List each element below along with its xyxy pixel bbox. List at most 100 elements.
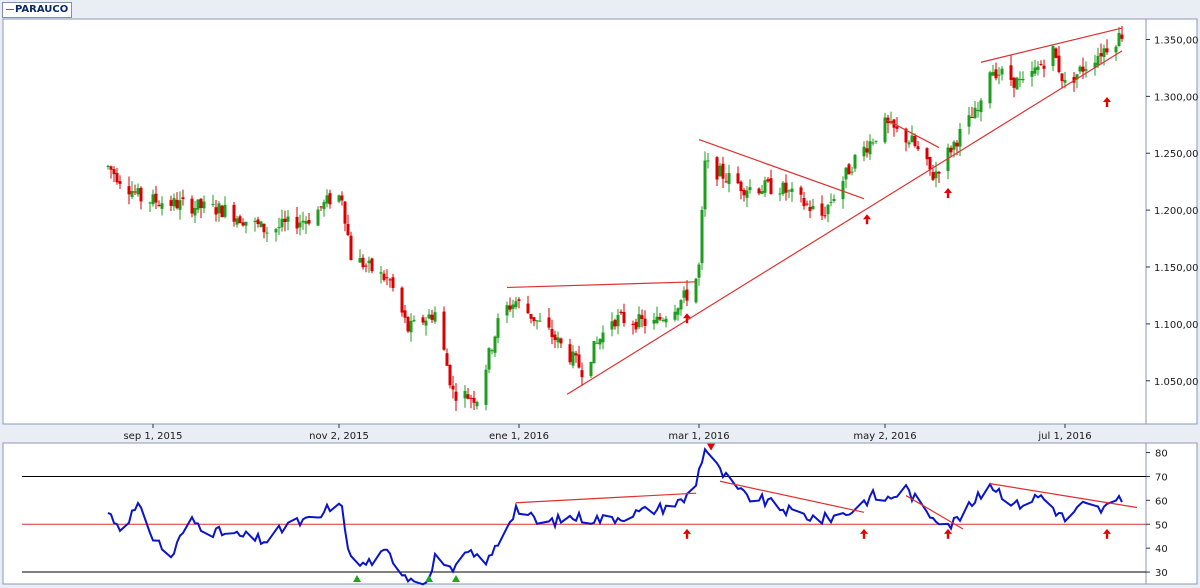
candle <box>277 217 281 236</box>
candle <box>469 394 473 409</box>
candle <box>265 227 269 242</box>
candle <box>820 195 824 221</box>
candle <box>490 348 494 355</box>
candle <box>745 185 749 208</box>
candle <box>1021 71 1025 83</box>
candle <box>715 156 719 187</box>
candle <box>448 364 452 389</box>
candle <box>133 184 137 196</box>
candle <box>1036 61 1040 76</box>
price-trendline <box>566 50 1123 395</box>
candle <box>661 317 665 323</box>
indicator-signal-arrow <box>944 528 952 539</box>
indicator-tick-label: 80 <box>1155 449 1168 460</box>
price-signal-arrow <box>944 188 952 199</box>
candle <box>736 166 740 185</box>
candle <box>616 308 620 335</box>
chart-legend: PARAUCO <box>2 2 72 18</box>
price-tick-label: 1.300,00 <box>1154 92 1199 103</box>
candle <box>175 192 179 210</box>
candle <box>412 315 416 323</box>
candle <box>868 134 872 160</box>
candle <box>106 164 110 170</box>
candle <box>673 304 677 322</box>
candle <box>286 210 290 231</box>
candle <box>1075 74 1079 89</box>
candle <box>484 364 488 411</box>
candle <box>928 156 932 176</box>
candle <box>811 198 815 211</box>
candle <box>115 167 119 185</box>
candle <box>127 176 131 205</box>
candle <box>223 196 227 219</box>
candle <box>865 140 869 158</box>
candle <box>487 347 491 374</box>
candle <box>202 195 206 214</box>
indicator-tick-label: 70 <box>1155 472 1168 483</box>
candle <box>721 156 725 189</box>
candle <box>346 214 350 237</box>
candle <box>610 312 614 337</box>
price-trendline <box>884 118 940 149</box>
candle <box>1054 47 1058 59</box>
candle <box>1105 39 1109 55</box>
candle <box>385 269 389 286</box>
indicator-trendline <box>515 492 697 504</box>
candle <box>403 304 407 324</box>
candle <box>1096 47 1100 69</box>
candle <box>559 337 563 349</box>
candle <box>505 301 509 324</box>
price-tick-label: 1.200,00 <box>1154 206 1199 217</box>
candle <box>451 375 455 399</box>
date-tick-label: mar 1, 2016 <box>668 431 729 442</box>
candle <box>235 215 239 228</box>
candle <box>685 280 689 307</box>
candle <box>454 383 458 411</box>
candle <box>769 169 773 195</box>
candle <box>760 184 764 195</box>
candle <box>190 195 194 218</box>
candle <box>553 330 557 349</box>
candle <box>802 192 806 210</box>
candle <box>328 189 332 209</box>
candle <box>589 361 593 378</box>
candle <box>517 297 521 309</box>
candle <box>472 390 476 411</box>
candle <box>778 187 782 202</box>
price-tick-label: 1.150,00 <box>1154 263 1199 274</box>
candle <box>574 350 578 363</box>
candle <box>379 266 383 284</box>
date-tick-label: jul 1, 2016 <box>1037 431 1091 442</box>
indicator-up-marker <box>452 575 460 582</box>
date-tick-label: ene 1, 2016 <box>489 431 549 442</box>
candle <box>529 313 533 324</box>
candle <box>370 257 374 274</box>
candle <box>619 309 623 315</box>
candle <box>703 151 707 217</box>
candle <box>832 194 836 203</box>
candle <box>1099 43 1103 65</box>
candle <box>463 385 467 408</box>
candle <box>862 141 866 162</box>
candle <box>424 317 428 336</box>
candle <box>358 249 362 263</box>
candle <box>724 173 728 183</box>
candle <box>763 176 767 198</box>
price-trendlines <box>506 27 1123 395</box>
candle <box>343 200 347 232</box>
indicator-signal-arrow <box>1103 528 1111 539</box>
indicator-signal-arrow <box>860 528 868 539</box>
candle <box>988 70 992 109</box>
candle <box>748 179 752 194</box>
candle <box>823 206 827 219</box>
candle <box>391 273 395 292</box>
candle <box>232 202 236 227</box>
candle <box>739 180 743 200</box>
candle <box>913 133 917 148</box>
candle <box>169 195 173 211</box>
candle <box>193 201 197 224</box>
candle <box>853 153 857 172</box>
date-tick-label: may 2, 2016 <box>853 431 916 442</box>
candle <box>1042 59 1046 78</box>
